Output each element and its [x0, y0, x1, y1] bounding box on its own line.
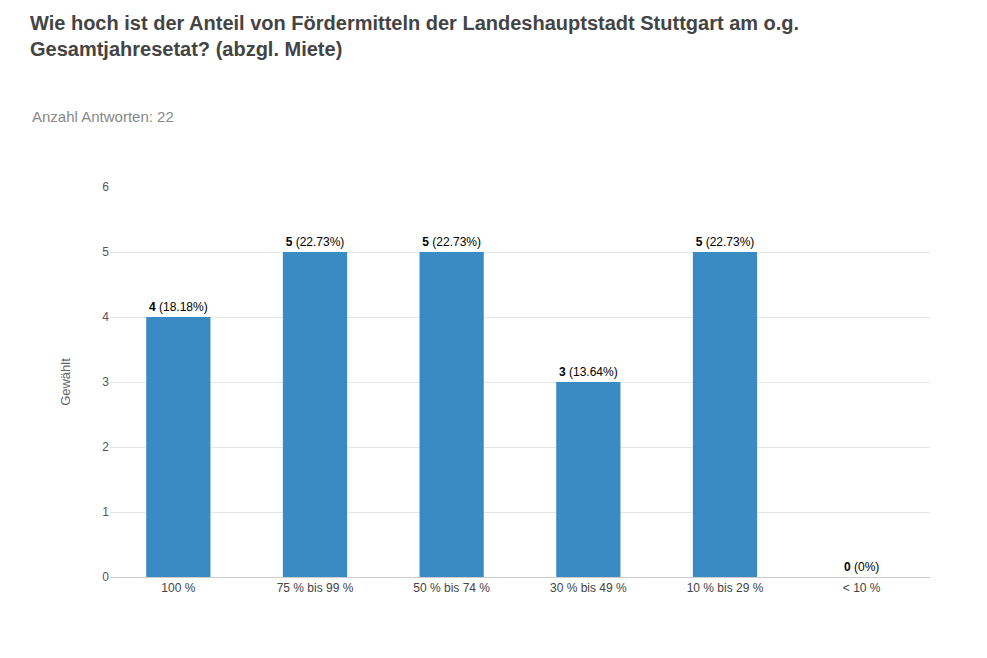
svg-text:100 %: 100 % [161, 581, 195, 595]
svg-text:4: 4 [102, 310, 109, 324]
svg-text:5 (22.73%): 5 (22.73%) [286, 235, 345, 249]
svg-text:5 (22.73%): 5 (22.73%) [422, 235, 481, 249]
svg-text:5 (22.73%): 5 (22.73%) [696, 235, 755, 249]
svg-text:50 % bis 74 %: 50 % bis 74 % [413, 581, 490, 595]
svg-text:75 % bis 99 %: 75 % bis 99 % [277, 581, 354, 595]
svg-text:4 (18.18%): 4 (18.18%) [149, 300, 208, 314]
svg-text:3 (13.64%): 3 (13.64%) [559, 365, 618, 379]
svg-text:Gewählt: Gewählt [58, 358, 73, 406]
svg-text:5: 5 [102, 245, 109, 259]
svg-text:30 % bis 49 %: 30 % bis 49 % [550, 581, 627, 595]
svg-text:6: 6 [102, 180, 109, 194]
svg-text:2: 2 [102, 440, 109, 454]
svg-text:Anzahl Antworten: 22: Anzahl Antworten: 22 [32, 108, 174, 125]
svg-text:10 % bis 29 %: 10 % bis 29 % [687, 581, 764, 595]
svg-text:0: 0 [102, 570, 109, 584]
svg-text:1: 1 [102, 505, 109, 519]
svg-text:0 (0%): 0 (0%) [844, 560, 879, 574]
svg-text:< 10 %: < 10 % [843, 581, 881, 595]
svg-text:Wie hoch ist der Anteil von Fö: Wie hoch ist der Anteil von Fördermittel… [30, 12, 799, 60]
svg-text:3: 3 [102, 375, 109, 389]
